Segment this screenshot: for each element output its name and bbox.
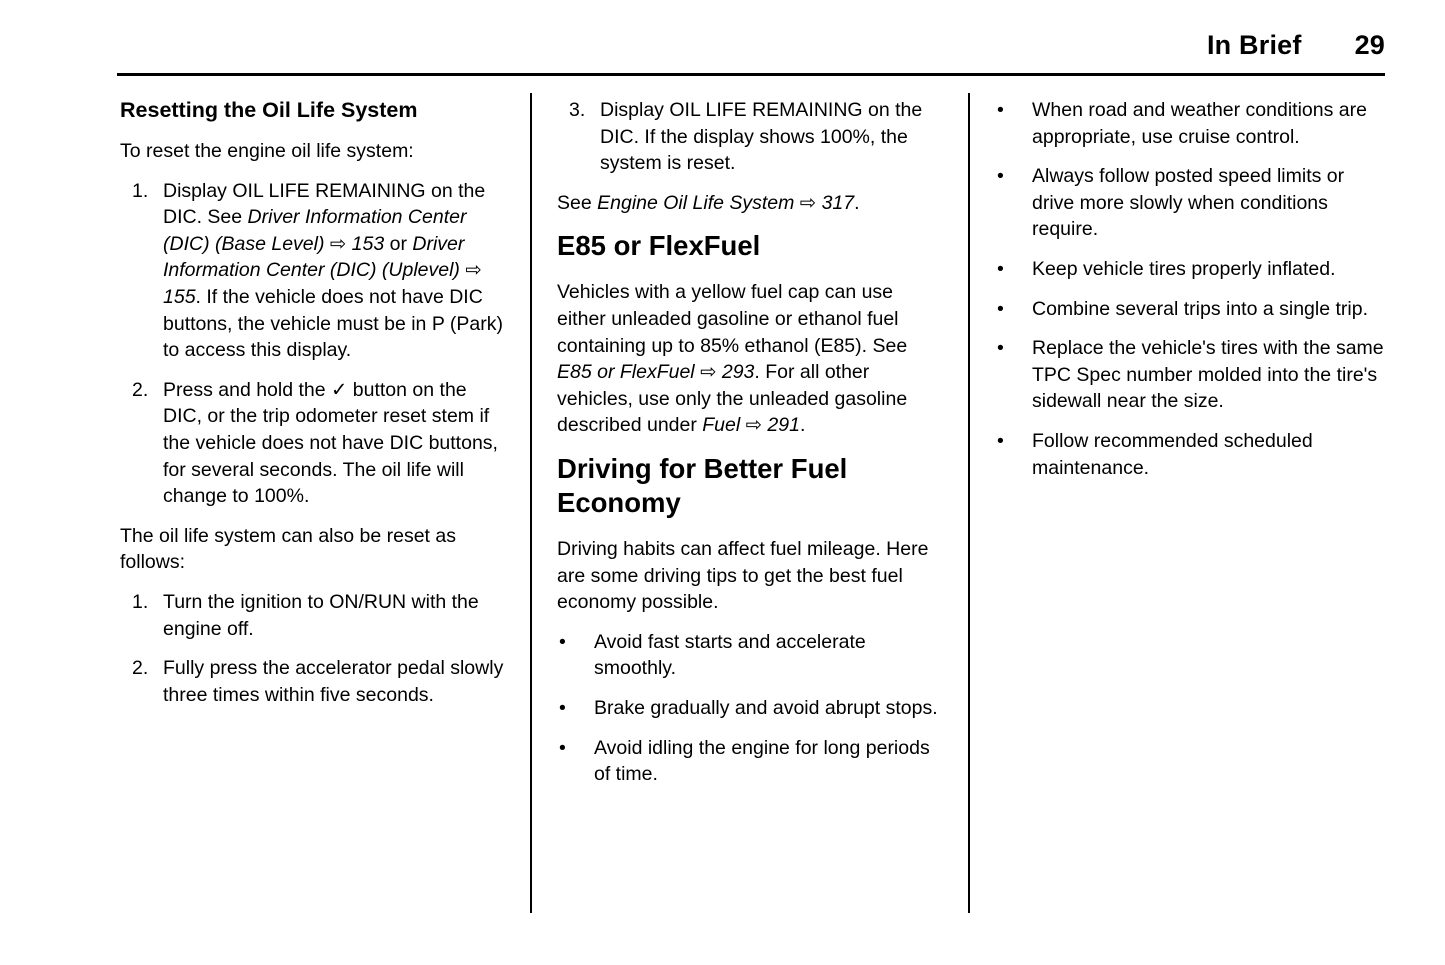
bullet-text: Keep vehicle tires properly inflated. <box>1032 257 1336 280</box>
column-3: • When road and weather conditions are a… <box>970 93 1385 913</box>
bullet-text: Always follow posted speed limits or dri… <box>1032 165 1345 241</box>
paragraph-reset-intro: To reset the engine oil life system: <box>120 140 414 162</box>
list-item: • Combine several trips into a single tr… <box>995 296 1385 323</box>
bullet-marker: • <box>997 99 1004 121</box>
list-item: • Avoid fast starts and accelerate smoot… <box>557 629 938 682</box>
page-number: 29 <box>1354 30 1385 60</box>
bullet-text: When road and weather conditions are app… <box>1032 99 1367 148</box>
bullet-marker: • <box>997 429 1004 452</box>
list-item-text: Display OIL LIFE REMAINING on the DIC. I… <box>600 99 923 175</box>
steps-list-oil-reset: 1. Display OIL LIFE REMAINING on the DIC… <box>120 178 508 510</box>
list-item: • Avoid idling the engine for long perio… <box>557 735 938 788</box>
list-item-text: Turn the ignition to ON/RUN with the eng… <box>163 590 479 640</box>
heading-e85-flexfuel: E85 or FlexFuel <box>557 230 761 262</box>
header-rule <box>117 73 1385 76</box>
bullet-list-driving-tips: • Avoid fast starts and accelerate smoot… <box>557 629 938 788</box>
list-item-number: 1. <box>132 590 149 613</box>
list-item: • Always follow posted speed limits or d… <box>995 163 1385 243</box>
paragraph-e85: Vehicles with a yellow fuel cap can use … <box>557 281 908 437</box>
bullet-list-more-tips: • When road and weather conditions are a… <box>995 97 1385 481</box>
list-item-number: 3. <box>569 99 586 121</box>
list-item: • When road and weather conditions are a… <box>995 97 1385 150</box>
content-columns: Resetting the Oil Life System To reset t… <box>120 93 1385 913</box>
bullet-text: Follow recommended scheduled maintenance… <box>1032 429 1313 479</box>
list-item-text: Press and hold the ✓ button on the DIC, … <box>163 378 498 508</box>
heading-fuel-economy: Driving for Better Fuel Economy <box>557 452 848 518</box>
list-item: 1. Display OIL LIFE REMAINING on the DIC… <box>120 178 508 364</box>
list-item-number: 1. <box>132 179 149 202</box>
bullet-marker: • <box>997 337 1004 360</box>
heading-resetting-oil-life: Resetting the Oil Life System <box>120 98 418 122</box>
list-item-number: 2. <box>132 378 149 401</box>
bullet-marker: • <box>997 297 1004 320</box>
list-item: 2. Fully press the accelerator pedal slo… <box>120 655 508 708</box>
bullet-marker: • <box>997 257 1004 280</box>
bullet-text: Combine several trips into a single trip… <box>1032 297 1368 320</box>
bullet-marker: • <box>559 630 566 653</box>
bullet-text: Avoid idling the engine for long periods… <box>594 736 930 786</box>
header-section-title: In Brief <box>1206 30 1302 60</box>
bullet-marker: • <box>997 165 1004 188</box>
bullet-text: Brake gradually and avoid abrupt stops. <box>594 696 938 719</box>
steps-list-continued: 3. Display OIL LIFE REMAINING on the DIC… <box>557 97 938 177</box>
bullet-marker: • <box>559 736 566 759</box>
list-item: 1. Turn the ignition to ON/RUN with the … <box>120 589 508 642</box>
list-item: • Keep vehicle tires properly inflated. <box>995 256 1385 283</box>
list-item: 2. Press and hold the ✓ button on the DI… <box>120 377 508 510</box>
paragraph-fuel-economy: Driving habits can affect fuel mileage. … <box>557 537 929 614</box>
list-item-number: 2. <box>132 657 149 680</box>
list-item: 3. Display OIL LIFE REMAINING on the DIC… <box>557 97 938 177</box>
list-item-text: Display OIL LIFE REMAINING on the DIC. S… <box>163 179 503 362</box>
page-header: In Brief 29 <box>120 30 1385 61</box>
list-item-text: Fully press the accelerator pedal slowly… <box>163 657 504 706</box>
paragraph-see-reference: See Engine Oil Life System ⇨ 317. <box>557 191 860 214</box>
column-1: Resetting the Oil Life System To reset t… <box>120 93 532 913</box>
column-2: 3. Display OIL LIFE REMAINING on the DIC… <box>532 93 970 913</box>
list-item: • Follow recommended scheduled maintenan… <box>995 428 1385 481</box>
paragraph-also-reset: The oil life system can also be reset as… <box>120 524 456 574</box>
steps-list-alt-reset: 1. Turn the ignition to ON/RUN with the … <box>120 589 508 708</box>
bullet-text: Avoid fast starts and accelerate smoothl… <box>594 630 866 680</box>
list-item: • Brake gradually and avoid abrupt stops… <box>557 695 938 722</box>
list-item: • Replace the vehicle's tires with the s… <box>995 335 1385 415</box>
bullet-marker: • <box>559 696 566 719</box>
bullet-text: Replace the vehicle's tires with the sam… <box>1032 337 1384 413</box>
